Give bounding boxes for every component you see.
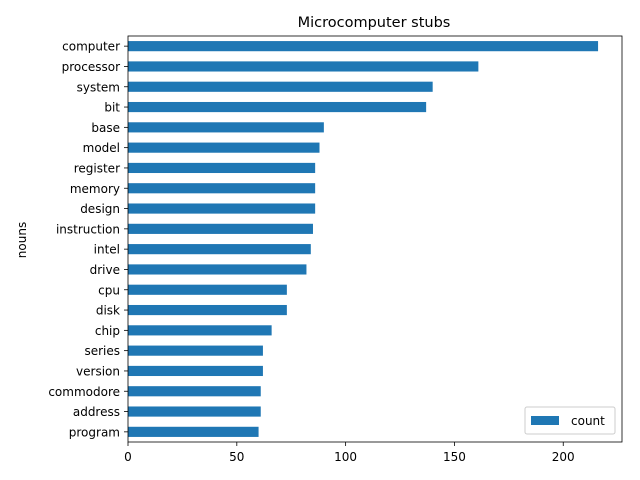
bar-series xyxy=(128,345,263,356)
bar-cpu xyxy=(128,284,287,295)
bar-base xyxy=(128,122,324,133)
y-tick-label: series xyxy=(84,344,120,358)
y-tick-label: design xyxy=(80,202,120,216)
y-tick-label: address xyxy=(73,405,120,419)
chart-title: Microcomputer stubs xyxy=(298,15,451,31)
x-tick-label: 0 xyxy=(124,450,132,464)
y-tick-label: cpu xyxy=(98,283,120,297)
bar-bit xyxy=(128,101,427,113)
x-tick-label: 50 xyxy=(229,450,244,464)
y-tick-label: version xyxy=(76,364,120,378)
bar-instruction xyxy=(128,223,313,234)
y-tick-label: disk xyxy=(96,304,120,318)
y-tick-label: instruction xyxy=(56,222,120,236)
y-tick-label: bit xyxy=(104,101,120,115)
x-tick-label: 200 xyxy=(552,450,575,464)
bar-computer xyxy=(128,41,599,52)
bar-register xyxy=(128,162,316,174)
bar-memory xyxy=(128,183,316,194)
y-tick-label: drive xyxy=(90,263,120,277)
bar-intel xyxy=(128,244,311,255)
y-tick-label: chip xyxy=(95,324,120,338)
bar-model xyxy=(128,142,320,153)
legend-label: count xyxy=(571,414,605,428)
y-tick-label: intel xyxy=(94,243,120,257)
bar-disk xyxy=(128,304,287,316)
bar-commodore xyxy=(128,386,261,397)
x-tick-label: 100 xyxy=(334,450,357,464)
y-tick-label: register xyxy=(74,161,120,175)
y-tick-label: processor xyxy=(62,60,120,74)
bar-processor xyxy=(128,61,479,72)
bar-address xyxy=(128,406,261,417)
axes-frame xyxy=(127,35,623,443)
bar-chip xyxy=(128,325,272,336)
y-tick-label: program xyxy=(69,425,120,439)
legend: count xyxy=(524,406,616,435)
legend-swatch xyxy=(531,416,559,425)
bar-drive xyxy=(128,264,307,275)
bar-program xyxy=(128,426,259,437)
y-tick-label: base xyxy=(91,121,120,135)
y-tick-label: model xyxy=(83,141,120,155)
plot-area: computer processor system bit base model regis… xyxy=(48,35,623,464)
y-tick-label: commodore xyxy=(48,385,120,399)
legend-box xyxy=(524,406,616,435)
y-axis-label: nouns xyxy=(15,222,29,258)
x-tick-label: 150 xyxy=(443,450,466,464)
y-tick-label: memory xyxy=(70,182,120,196)
bar-version xyxy=(128,365,263,377)
y-tick-label: system xyxy=(77,80,120,94)
bar-design xyxy=(128,203,316,214)
y-tick-label: computer xyxy=(62,40,120,54)
bar-system xyxy=(128,81,433,92)
